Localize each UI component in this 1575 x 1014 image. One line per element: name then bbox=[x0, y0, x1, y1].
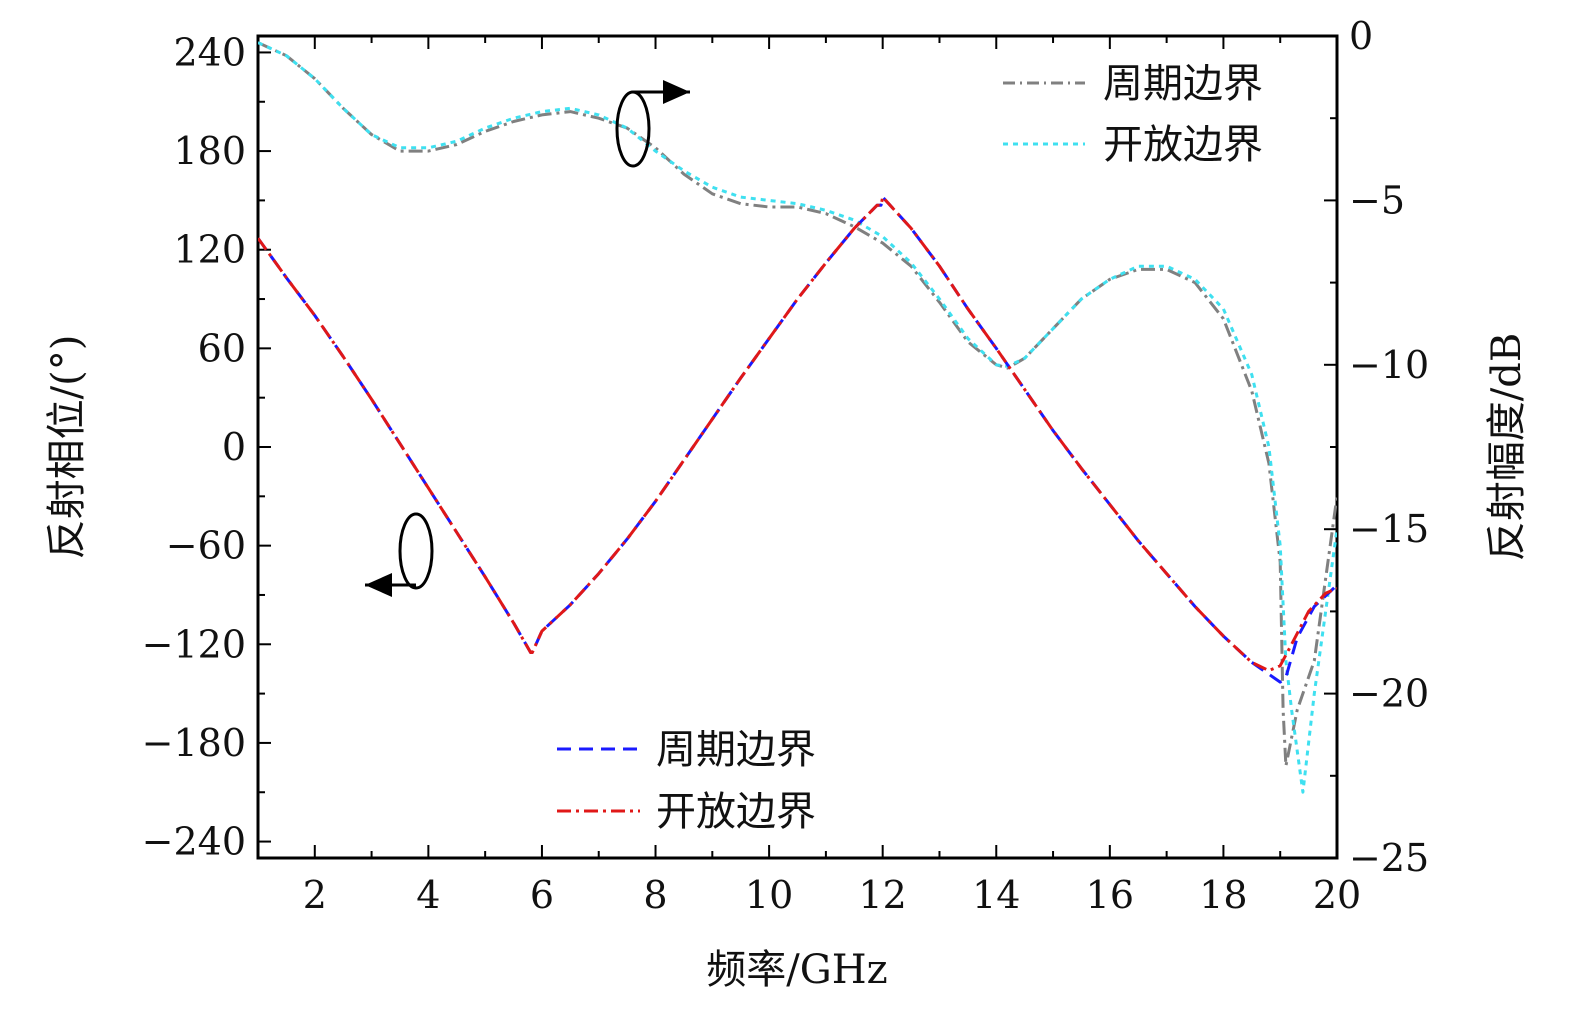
x-tick-label: 2 bbox=[303, 873, 327, 917]
magnitude-periodic-line bbox=[258, 41, 1337, 768]
y-left-tick-label: 120 bbox=[173, 228, 246, 272]
y-left-tick-label: −240 bbox=[142, 820, 246, 864]
left-axis-annotation bbox=[365, 512, 434, 597]
y-axis-left-title: 反射相位/(°) bbox=[44, 335, 90, 560]
x-tick-label: 18 bbox=[1199, 873, 1247, 917]
y-left-tick-label: 240 bbox=[173, 30, 246, 74]
y-right-tick-label: −25 bbox=[1349, 836, 1429, 880]
y-right-tick-label: 0 bbox=[1349, 14, 1373, 58]
y-right-tick-label: −5 bbox=[1349, 178, 1405, 222]
x-tick-label: 16 bbox=[1086, 873, 1134, 917]
y-left-tick-label: −120 bbox=[142, 622, 246, 666]
right-axis-annotation bbox=[615, 80, 690, 168]
phase-annotation-ellipse bbox=[398, 512, 434, 590]
phase-periodic-line bbox=[258, 195, 1337, 684]
phase-open-line bbox=[258, 195, 1337, 673]
y-left-tick-label: 0 bbox=[222, 425, 246, 469]
legend-phase: 周期边界 开放边界 bbox=[557, 727, 816, 835]
x-tick-label: 20 bbox=[1313, 873, 1361, 917]
y-left-tick-label: 60 bbox=[198, 326, 246, 370]
x-tick-label: 6 bbox=[530, 873, 554, 917]
y-axis-right-title: 反射幅度/dB bbox=[1484, 333, 1530, 561]
x-tick-label: 14 bbox=[972, 873, 1020, 917]
legend-magnitude: 周期边界 开放边界 bbox=[1003, 61, 1263, 168]
y-left-tick-label: −60 bbox=[166, 524, 246, 568]
y-right-tick-label: −15 bbox=[1349, 507, 1429, 551]
axis-ticks bbox=[257, 35, 1338, 859]
x-tick-label: 12 bbox=[859, 873, 907, 917]
legend-phase-label-open: 开放边界 bbox=[656, 789, 816, 835]
series-layer bbox=[258, 41, 1337, 794]
magnitude-open-line bbox=[258, 41, 1337, 794]
magnitude-annotation-ellipse bbox=[615, 90, 651, 168]
x-tick-label: 10 bbox=[745, 873, 793, 917]
y-right-tick-label: −10 bbox=[1349, 343, 1429, 387]
legend-magnitude-label-open: 开放边界 bbox=[1103, 122, 1263, 168]
x-tick-label: 4 bbox=[416, 873, 440, 917]
legend-magnitude-label-periodic: 周期边界 bbox=[1103, 61, 1263, 107]
y-left-tick-label: 180 bbox=[173, 129, 246, 173]
x-tick-label: 8 bbox=[643, 873, 667, 917]
legend-phase-label-periodic: 周期边界 bbox=[656, 727, 816, 773]
y-left-tick-label: −180 bbox=[142, 721, 246, 765]
x-axis-title: 频率/GHz bbox=[706, 947, 887, 993]
y-right-tick-label: −20 bbox=[1349, 672, 1429, 716]
tick-labels: 2 4 6 8 10 12 14 16 18 20 240 180 120 60 0 −60 −120 −180 −… bbox=[142, 14, 1430, 917]
